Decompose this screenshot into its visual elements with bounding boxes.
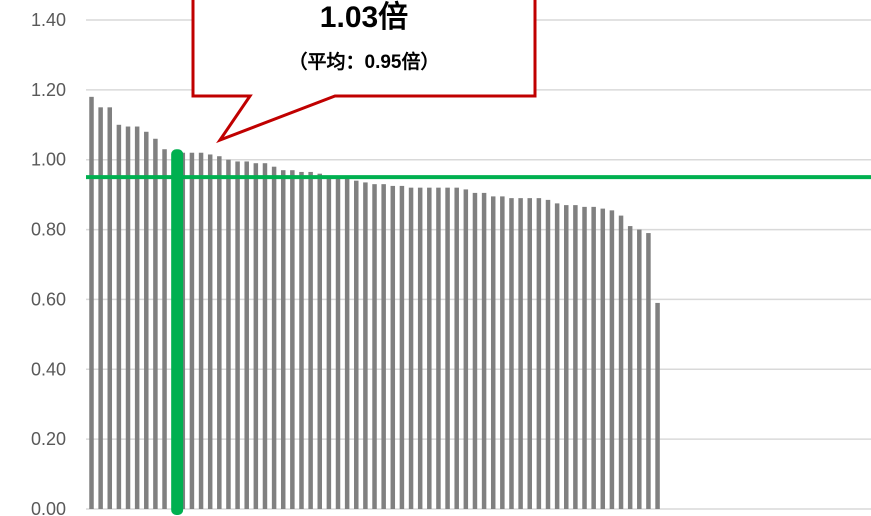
- bar: [207, 154, 213, 509]
- bar: [463, 189, 469, 509]
- bar: [436, 187, 441, 509]
- y-tick-label: 1.20: [31, 80, 66, 100]
- bar: [500, 196, 505, 509]
- bar: [591, 206, 596, 509]
- bar: [116, 124, 122, 510]
- bar: [445, 187, 450, 509]
- bar: [189, 152, 195, 509]
- bar: [518, 198, 523, 509]
- bar: [408, 187, 414, 509]
- bar: [427, 187, 432, 509]
- callout-average-text: （平均：0.95倍）: [289, 50, 440, 73]
- bar: [527, 198, 532, 509]
- bar: [344, 178, 350, 510]
- bar: [299, 171, 304, 510]
- bar: [573, 205, 578, 509]
- y-tick-label: 1.00: [31, 150, 66, 170]
- bar: [372, 184, 377, 509]
- bar: [627, 226, 633, 510]
- bar: [490, 196, 496, 509]
- bar: [290, 170, 295, 509]
- callout-value-text: 1.03倍: [320, 0, 408, 34]
- bar: [582, 206, 587, 509]
- bar: [354, 180, 359, 509]
- bar: [317, 173, 322, 509]
- bar: [655, 302, 660, 509]
- bar: [564, 205, 569, 509]
- bar: [262, 163, 268, 509]
- callout: 1.03倍 （平均：0.95倍）: [191, 0, 537, 144]
- callout-box: [191, 0, 537, 144]
- bar: [637, 229, 642, 510]
- bar: [335, 177, 341, 509]
- bar: [280, 170, 286, 509]
- bar: [144, 131, 149, 509]
- bar: [198, 152, 204, 509]
- highlighted-bar: [171, 149, 184, 515]
- bar: [271, 166, 277, 509]
- bar: [363, 182, 368, 510]
- bar: [472, 192, 478, 509]
- bar: [162, 149, 167, 509]
- y-tick-label: 0.80: [31, 220, 66, 240]
- bar: [618, 215, 624, 509]
- bar: [646, 233, 651, 510]
- bar: [244, 161, 249, 510]
- bar: [253, 163, 259, 509]
- bar: [536, 198, 542, 509]
- y-tick-label: 0.00: [31, 499, 66, 516]
- y-tick-label: 1.40: [31, 10, 66, 30]
- bar: [390, 185, 396, 510]
- y-tick-label: 0.60: [31, 289, 66, 309]
- y-axis-tick-labels: 0.00 0.20 0.40 0.60 0.80 1.00 1.20 1.40: [31, 10, 66, 516]
- bar: [125, 126, 131, 510]
- bar: [454, 187, 459, 509]
- bar: [399, 185, 405, 510]
- bar: [235, 161, 240, 510]
- bar: [134, 126, 140, 510]
- bar: [107, 107, 113, 510]
- bar: [545, 199, 551, 509]
- bar: [89, 96, 94, 509]
- bar: [153, 138, 158, 509]
- bar: [326, 177, 332, 509]
- bar: [98, 107, 103, 510]
- bar: [308, 171, 313, 510]
- bar: [609, 210, 615, 509]
- bar: [381, 184, 386, 509]
- bar: [417, 187, 423, 509]
- bar: [226, 159, 231, 509]
- bar: [554, 203, 560, 509]
- bar: [217, 156, 222, 509]
- bar: [509, 198, 514, 509]
- y-tick-label: 0.20: [31, 429, 66, 449]
- bar: [481, 192, 487, 509]
- bar: [600, 208, 606, 509]
- y-tick-label: 0.40: [31, 359, 66, 379]
